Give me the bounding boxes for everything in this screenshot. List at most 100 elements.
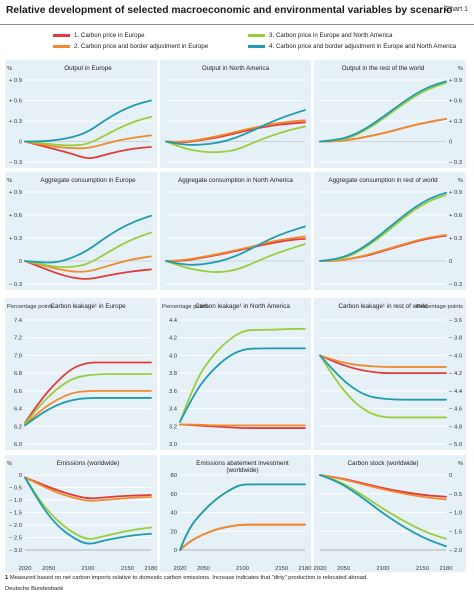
- y-tick-label: + 0.6: [9, 99, 22, 105]
- y-tick-label: 20: [171, 529, 177, 535]
- y-tick-label: + 0.9: [9, 190, 22, 196]
- y-tick-label: 0: [449, 140, 452, 146]
- series-line-2: [24, 134, 152, 150]
- y-tick-label: 3.4: [169, 407, 178, 413]
- y-tick-label: 4.2: [169, 336, 177, 342]
- panel-12: − 2.0 − 1.5 − 1.0 − 0.5 0% Carbon stock (worl…: [314, 455, 466, 572]
- panel-title: (worldwide): [226, 467, 258, 474]
- x-tick-label: 2100: [377, 566, 390, 572]
- y-tick-label: 3.8: [169, 371, 177, 377]
- panel-title: Aggregate consumption in North America: [178, 177, 293, 184]
- panel-title: Output in North America: [202, 65, 270, 72]
- x-tick-label: 2020: [19, 566, 32, 572]
- y-tick-label: + 0.9: [449, 78, 462, 84]
- title-rule: [0, 24, 474, 25]
- legend-item-2: 2. Carbon price and border adjustment in…: [53, 43, 208, 50]
- x-tick-label: 2180: [440, 566, 453, 572]
- series-line-1: [319, 354, 447, 375]
- series-line-3: [319, 194, 447, 262]
- series-line-3: [24, 373, 152, 425]
- footnote-number: 1: [5, 575, 9, 581]
- y-tick-label: − 2.0: [9, 523, 22, 529]
- panel-7: 6.0 6.2 6.4 6.6 6.8 7.0 7.2 7.4 Percentage point…: [5, 298, 157, 450]
- y-tick-label: 6.2: [14, 424, 22, 430]
- series-line-2: [319, 354, 447, 368]
- series-line-2: [319, 118, 447, 143]
- y-tick-label: − 3.0: [9, 548, 22, 554]
- y-tick-label: 0: [19, 473, 22, 479]
- y-tick-label: 7.4: [14, 318, 23, 324]
- source-note: Deutsche Bundesbank: [5, 586, 64, 592]
- legend-label-2: 2. Carbon price and border adjustment in…: [74, 43, 209, 50]
- panel-2: Output in North America: [160, 60, 311, 168]
- y-tick-label: 4.4: [169, 318, 178, 324]
- y-tick-label: − 4.8: [449, 424, 462, 430]
- panel-title: Carbon leakage¹ in Europe: [50, 303, 126, 310]
- series-line-4: [319, 474, 447, 548]
- panel-title: Aggregate consumption in rest of world: [328, 177, 438, 184]
- legend-swatch-4: [248, 45, 265, 48]
- y-tick-label: − 4.2: [449, 371, 462, 377]
- series-line-1: [24, 476, 152, 500]
- series-line-1: [24, 140, 152, 159]
- panel-10: − 3.0 − 2.5 − 2.0 − 1.5 − 1.0 − 0.5 0% Emission…: [5, 455, 157, 572]
- legend-swatch-3: [248, 34, 265, 37]
- series-line-2: [24, 389, 152, 426]
- x-tick-label: 2180: [145, 566, 158, 572]
- y-tick-label: − 0.3: [449, 160, 462, 166]
- panel-9: − 5.0 − 4.8 − 4.6 − 4.4 − 4.2 − 4.0 − 3.8 − 3.6…: [314, 298, 466, 450]
- series-line-4: [24, 99, 152, 143]
- y-tick-label: − 0.3: [9, 160, 22, 166]
- y-tick-label: 6.4: [14, 407, 23, 413]
- y-tick-label: + 0.3: [9, 119, 22, 125]
- y-unit-label: %: [7, 461, 12, 467]
- y-tick-label: 6.8: [14, 371, 22, 377]
- y-tick-label: 80: [171, 473, 177, 479]
- y-tick-label: − 1.0: [9, 498, 22, 504]
- panel-background: [5, 60, 157, 168]
- panel-6: − 0.3 0 + 0.3 + 0.6 + 0.9% Aggregate consumpt…: [314, 172, 466, 290]
- y-tick-label: 40: [171, 511, 177, 517]
- series-line-4: [165, 109, 306, 146]
- series-line-3: [24, 231, 152, 269]
- series-line-1: [24, 260, 152, 280]
- series-line-1: [24, 361, 152, 424]
- y-unit-label: Percentage points: [7, 304, 54, 310]
- y-tick-label: − 3.6: [449, 318, 462, 324]
- legend-label-4: 4. Carbon price and border adjustment in…: [269, 43, 457, 50]
- series-line-4: [319, 354, 447, 401]
- series-line-3: [319, 474, 447, 540]
- legend-item-4: 4. Carbon price and border adjustment in…: [248, 43, 456, 50]
- y-tick-label: + 0.3: [449, 236, 462, 242]
- y-tick-label: − 4.6: [449, 407, 462, 413]
- y-tick-label: 4.0: [169, 353, 177, 359]
- panel-4: − 0.3 0 + 0.3 + 0.6 + 0.9% Aggregate consumpt…: [5, 172, 157, 290]
- panel-title: Output in Europe: [64, 65, 112, 72]
- series-line-2: [165, 235, 306, 262]
- panel-title: Emissions (worldwide): [57, 460, 120, 467]
- y-tick-label: − 1.5: [9, 511, 22, 517]
- y-tick-label: 3.2: [169, 424, 177, 430]
- figure-title: Relative development of selected macroec…: [6, 5, 453, 16]
- series-line-4: [24, 397, 152, 427]
- footnote-text: Measured based on net carbon imports rel…: [9, 575, 368, 581]
- chart-number: Chart 1: [445, 6, 468, 13]
- y-tick-label: 6.6: [14, 389, 22, 395]
- y-unit-label: Percentage points: [162, 304, 209, 310]
- panel-3: − 0.3 0 + 0.3 + 0.6 + 0.9% Output in the rest…: [314, 60, 466, 168]
- y-unit-label: Percentage points: [416, 304, 463, 310]
- series-line-4: [319, 80, 447, 143]
- x-tick-label: 2050: [337, 566, 350, 572]
- panel-background: [160, 60, 311, 168]
- panel-8: 3.0 3.2 3.4 3.6 3.8 4.0 4.2 4.4 Percentage point…: [160, 298, 311, 450]
- y-unit-label: %: [458, 66, 463, 72]
- series-line-3: [165, 125, 306, 154]
- x-tick-label: 2150: [275, 566, 288, 572]
- x-tick-label: 2050: [42, 566, 55, 572]
- y-tick-label: + 0.6: [449, 213, 462, 219]
- footnote: 1 Measured based on net carbon imports r…: [5, 575, 368, 581]
- panel-background: [314, 172, 466, 290]
- series-line-2: [179, 523, 306, 551]
- y-tick-label: − 0.5: [9, 486, 22, 492]
